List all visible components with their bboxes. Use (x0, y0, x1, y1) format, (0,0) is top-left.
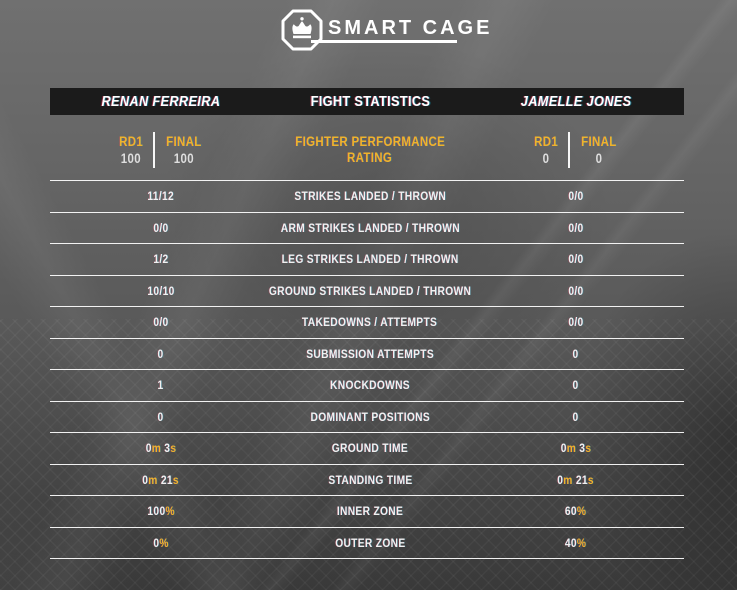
crown-octagon-icon (281, 9, 323, 51)
right-stat-value: 40% (565, 535, 587, 550)
right-fighter-name: JAMELLE JONES (520, 93, 632, 110)
left-rating-group: RD1 100 FINAL 100 (50, 131, 272, 168)
fighters-header-bar: RENAN FERREIRA FIGHT STATISTICS JAMELLE … (50, 88, 684, 115)
left-stat-value: 10/10 (147, 283, 175, 298)
left-stat-value: 0m 21s (142, 472, 180, 487)
stat-row: 0/0 ARM STRIKES LANDED / THROWN 0/0 (50, 213, 684, 244)
stat-label: GROUND STRIKES LANDED / THROWN (268, 283, 472, 298)
left-stat-value: 0 (157, 346, 165, 361)
stat-label: ARM STRIKES LANDED / THROWN (280, 220, 460, 235)
final-label: FINAL (581, 133, 617, 149)
right-stat-value: 0m 3s (560, 441, 592, 456)
left-stat-value: 0m 3s (145, 441, 177, 456)
stat-row: 0m 3s GROUND TIME 0m 3s (50, 433, 684, 465)
stat-row: 0 DOMINANT POSITIONS 0 (50, 402, 684, 433)
left-final-value: 100 (174, 150, 195, 166)
rating-divider (153, 131, 156, 168)
right-stat-value: 60% (565, 504, 587, 519)
left-stat-value: 100% (147, 504, 175, 519)
right-final-value: 0 (595, 150, 603, 166)
right-stat-value: 0/0 (568, 315, 584, 330)
stat-row: 11/12 STRIKES LANDED / THROWN 0/0 (50, 181, 684, 213)
stat-label: INNER ZONE (336, 504, 404, 519)
stat-row: 0% OUTER ZONE 40% (50, 528, 684, 559)
stat-row: 1/2 LEG STRIKES LANDED / THROWN 0/0 (50, 244, 684, 276)
rating-divider (568, 131, 571, 168)
brand-wordmark: SMART CAGE (328, 17, 493, 39)
right-final-column: FINAL 0 (578, 132, 620, 168)
right-rd1-column: RD1 0 (532, 132, 560, 168)
right-stat-value: 0 (572, 409, 580, 424)
left-stat-value: 1 (157, 378, 165, 393)
stat-row: 100% INNER ZONE 60% (50, 496, 684, 528)
stat-label: TAKEDOWNS / ATTEMPTS (302, 315, 438, 330)
left-stat-value: 0/0 (153, 220, 169, 235)
right-stat-value: 0/0 (568, 252, 584, 267)
left-fighter-name: RENAN FERREIRA (101, 93, 221, 110)
stat-label: KNOCKDOWNS (330, 378, 410, 393)
right-stat-value: 0/0 (568, 189, 584, 204)
stat-label: STRIKES LANDED / THROWN (294, 189, 446, 204)
left-stat-value: 1/2 (153, 252, 169, 267)
right-stat-value: 0/0 (568, 220, 584, 235)
right-rating-group: RD1 0 FINAL 0 (468, 131, 684, 168)
left-rd1-value: 100 (121, 150, 142, 166)
right-rd1-value: 0 (542, 150, 550, 166)
final-label: FINAL (166, 133, 202, 149)
stat-row: 0m 21s STANDING TIME 0m 21s (50, 465, 684, 496)
stat-row: 1 KNOCKDOWNS 0 (50, 370, 684, 402)
rd1-label: RD1 (119, 133, 144, 149)
smart-cage-logo: SMART CAGE (0, 0, 737, 60)
right-stat-value: 0/0 (568, 283, 584, 298)
stat-row: 0/0 TAKEDOWNS / ATTEMPTS 0/0 (50, 307, 684, 339)
right-stat-value: 0 (572, 378, 580, 393)
stat-label: DOMINANT POSITIONS (310, 409, 430, 424)
stat-row: 10/10 GROUND STRIKES LANDED / THROWN 0/0 (50, 276, 684, 307)
right-stat-value: 0 (572, 346, 580, 361)
left-final-column: FINAL 100 (163, 132, 205, 168)
stat-label: SUBMISSION ATTEMPTS (306, 346, 434, 361)
left-stat-value: 0% (153, 535, 169, 550)
stat-label: LEG STRIKES LANDED / THROWN (281, 252, 459, 267)
rd1-label: RD1 (534, 133, 559, 149)
stat-rows: 11/12 STRIKES LANDED / THROWN 0/0 0/0 ARM ST… (50, 180, 684, 559)
left-rd1-column: RD1 100 (117, 132, 145, 168)
performance-rating-section: RD1 100 FINAL 100 FIGHTER PERFORMANCE RA… (50, 119, 684, 180)
rating-title: FIGHTER PERFORMANCE RATING (295, 134, 445, 165)
left-stat-value: 0 (157, 409, 165, 424)
left-stat-value: 0/0 (153, 315, 169, 330)
right-stat-value: 0m 21s (557, 472, 595, 487)
left-stat-value: 11/12 (147, 189, 175, 204)
stat-label: GROUND TIME (331, 441, 409, 456)
cage-fence-texture (0, 318, 737, 590)
stat-label: OUTER ZONE (334, 535, 406, 550)
stat-row: 0 SUBMISSION ATTEMPTS 0 (50, 339, 684, 370)
logo-underline (311, 40, 457, 43)
stat-label: STANDING TIME (327, 472, 413, 487)
panel-title: FIGHT STATISTICS (310, 93, 430, 110)
